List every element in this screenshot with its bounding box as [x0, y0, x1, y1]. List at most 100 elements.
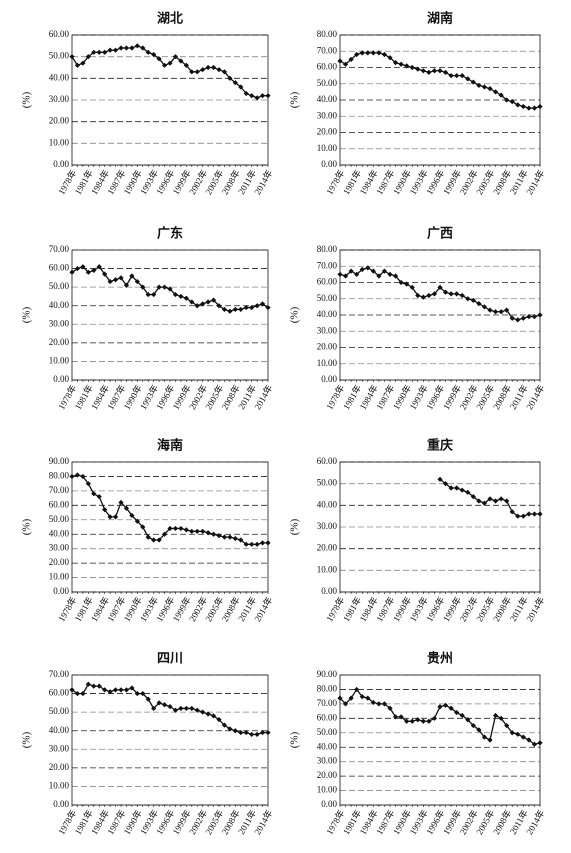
data-point: [476, 727, 482, 733]
data-point: [259, 729, 266, 736]
y-tick-label: 20.00: [317, 342, 338, 352]
y-axis-label: (%): [21, 306, 33, 323]
y-tick-label: 50.00: [317, 727, 338, 737]
y-tick-label: 10.00: [49, 137, 70, 147]
data-point: [509, 509, 515, 515]
data-point: [442, 289, 449, 295]
data-point: [80, 473, 86, 480]
data-point: [454, 291, 460, 297]
data-point: [509, 730, 515, 736]
data-point: [69, 54, 75, 60]
data-point: [102, 687, 108, 693]
data-point: [145, 534, 151, 540]
y-tick-label: 60.00: [317, 62, 338, 72]
data-point: [161, 702, 168, 708]
data-point: [227, 534, 233, 540]
data-point: [129, 685, 135, 691]
data-point: [265, 304, 271, 311]
data-point: [376, 50, 382, 56]
data-point: [118, 499, 124, 506]
data-point: [112, 687, 119, 693]
data-point: [151, 51, 157, 58]
y-axis-label: (%): [21, 518, 33, 535]
data-point: [172, 707, 179, 713]
y-tick-label: 90.00: [317, 669, 338, 679]
y-tick-label: 30.00: [317, 756, 338, 766]
data-point: [348, 56, 354, 62]
data-point: [387, 55, 393, 61]
y-tick-label: 40.00: [49, 72, 70, 82]
data-point: [189, 69, 195, 75]
chart-title: 湖北: [157, 12, 183, 27]
data-point: [481, 734, 488, 740]
data-point: [404, 281, 410, 287]
data-point: [167, 703, 173, 710]
data-point: [437, 284, 443, 290]
data-point: [376, 273, 382, 279]
data-point: [96, 683, 102, 689]
y-tick-label: 20.00: [49, 762, 70, 772]
y-tick-label: 50.00: [49, 514, 70, 524]
data-point: [454, 73, 460, 79]
data-point: [370, 50, 376, 56]
data-point: [200, 709, 206, 715]
y-tick-label: 10.00: [317, 358, 338, 368]
data-point: [415, 66, 421, 72]
data-point: [200, 301, 206, 307]
data-point: [85, 54, 91, 60]
data-point: [91, 267, 97, 274]
y-tick-label: 60.00: [49, 263, 70, 273]
data-point: [118, 275, 124, 281]
y-tick-label: 0.00: [53, 159, 69, 169]
data-point: [232, 306, 238, 313]
data-point: [74, 265, 81, 272]
data-point: [492, 712, 499, 719]
data-point: [156, 56, 162, 62]
data-point: [172, 525, 179, 532]
chart-title: 湖南: [427, 11, 453, 27]
data-point: [145, 291, 151, 298]
data-point: [156, 537, 162, 543]
data-point: [531, 314, 538, 320]
data-point: [448, 705, 454, 711]
data-point: [354, 686, 360, 693]
data-point: [200, 528, 206, 534]
data-point: [531, 105, 538, 111]
data-point: [426, 718, 432, 724]
data-point: [134, 43, 140, 49]
data-line: [71, 45, 268, 99]
y-tick-label: 90.00: [49, 456, 70, 466]
data-point: [520, 734, 526, 740]
data-point: [129, 45, 135, 51]
data-point: [398, 279, 404, 286]
y-tick-label: 20.00: [49, 337, 70, 347]
data-point: [537, 103, 543, 110]
data-point: [337, 695, 343, 701]
y-tick-label: 40.00: [317, 94, 338, 104]
data-point: [415, 717, 421, 723]
data-point: [448, 485, 454, 491]
chart-title: 海南: [157, 438, 183, 454]
y-tick-label: 10.00: [49, 572, 70, 582]
data-point: [134, 690, 140, 697]
data-point: [515, 102, 521, 108]
data-point: [526, 314, 532, 320]
data-point: [420, 68, 426, 74]
data-point: [437, 704, 443, 710]
data-point: [243, 304, 249, 311]
data-point: [227, 726, 233, 732]
y-tick-label: 70.00: [49, 485, 70, 495]
data-point: [498, 496, 504, 502]
data-point: [80, 264, 86, 270]
data-point: [238, 537, 244, 543]
data-point: [459, 292, 465, 299]
data-point: [481, 500, 488, 506]
data-point: [232, 80, 238, 86]
data-point: [409, 718, 415, 724]
plot-frame: [339, 674, 541, 806]
y-tick-label: 80.00: [317, 244, 338, 254]
data-point: [442, 69, 449, 75]
y-axis-label: (%): [289, 518, 301, 535]
data-point: [227, 308, 233, 314]
y-tick-label: 30.00: [317, 325, 338, 335]
